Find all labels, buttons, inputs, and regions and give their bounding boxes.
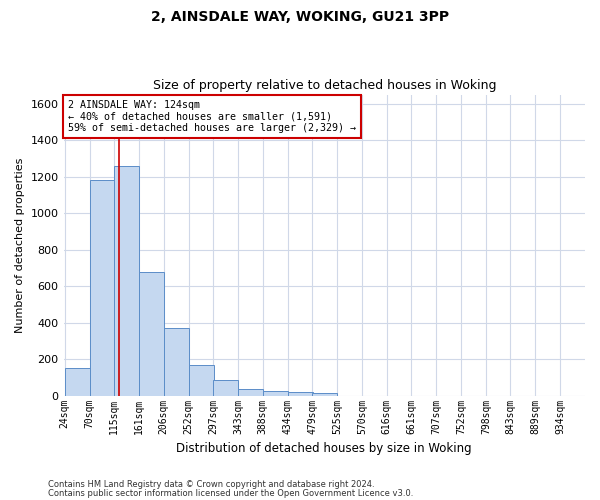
Bar [65,368,89,396]
Bar [263,391,287,396]
Text: 2, AINSDALE WAY, WOKING, GU21 3PP: 2, AINSDALE WAY, WOKING, GU21 3PP [151,10,449,24]
Bar [214,380,238,396]
Bar [288,392,313,396]
Bar [90,180,115,396]
Bar [164,328,188,396]
X-axis label: Distribution of detached houses by size in Woking: Distribution of detached houses by size … [176,442,472,455]
Bar [313,393,337,396]
Bar [139,272,164,396]
Bar [114,166,139,396]
Bar [189,364,214,396]
Text: Contains HM Land Registry data © Crown copyright and database right 2024.: Contains HM Land Registry data © Crown c… [48,480,374,489]
Title: Size of property relative to detached houses in Woking: Size of property relative to detached ho… [152,79,496,92]
Y-axis label: Number of detached properties: Number of detached properties [15,158,25,333]
Text: 2 AINSDALE WAY: 124sqm
← 40% of detached houses are smaller (1,591)
59% of semi-: 2 AINSDALE WAY: 124sqm ← 40% of detached… [68,100,356,133]
Bar [238,390,263,396]
Text: Contains public sector information licensed under the Open Government Licence v3: Contains public sector information licen… [48,488,413,498]
